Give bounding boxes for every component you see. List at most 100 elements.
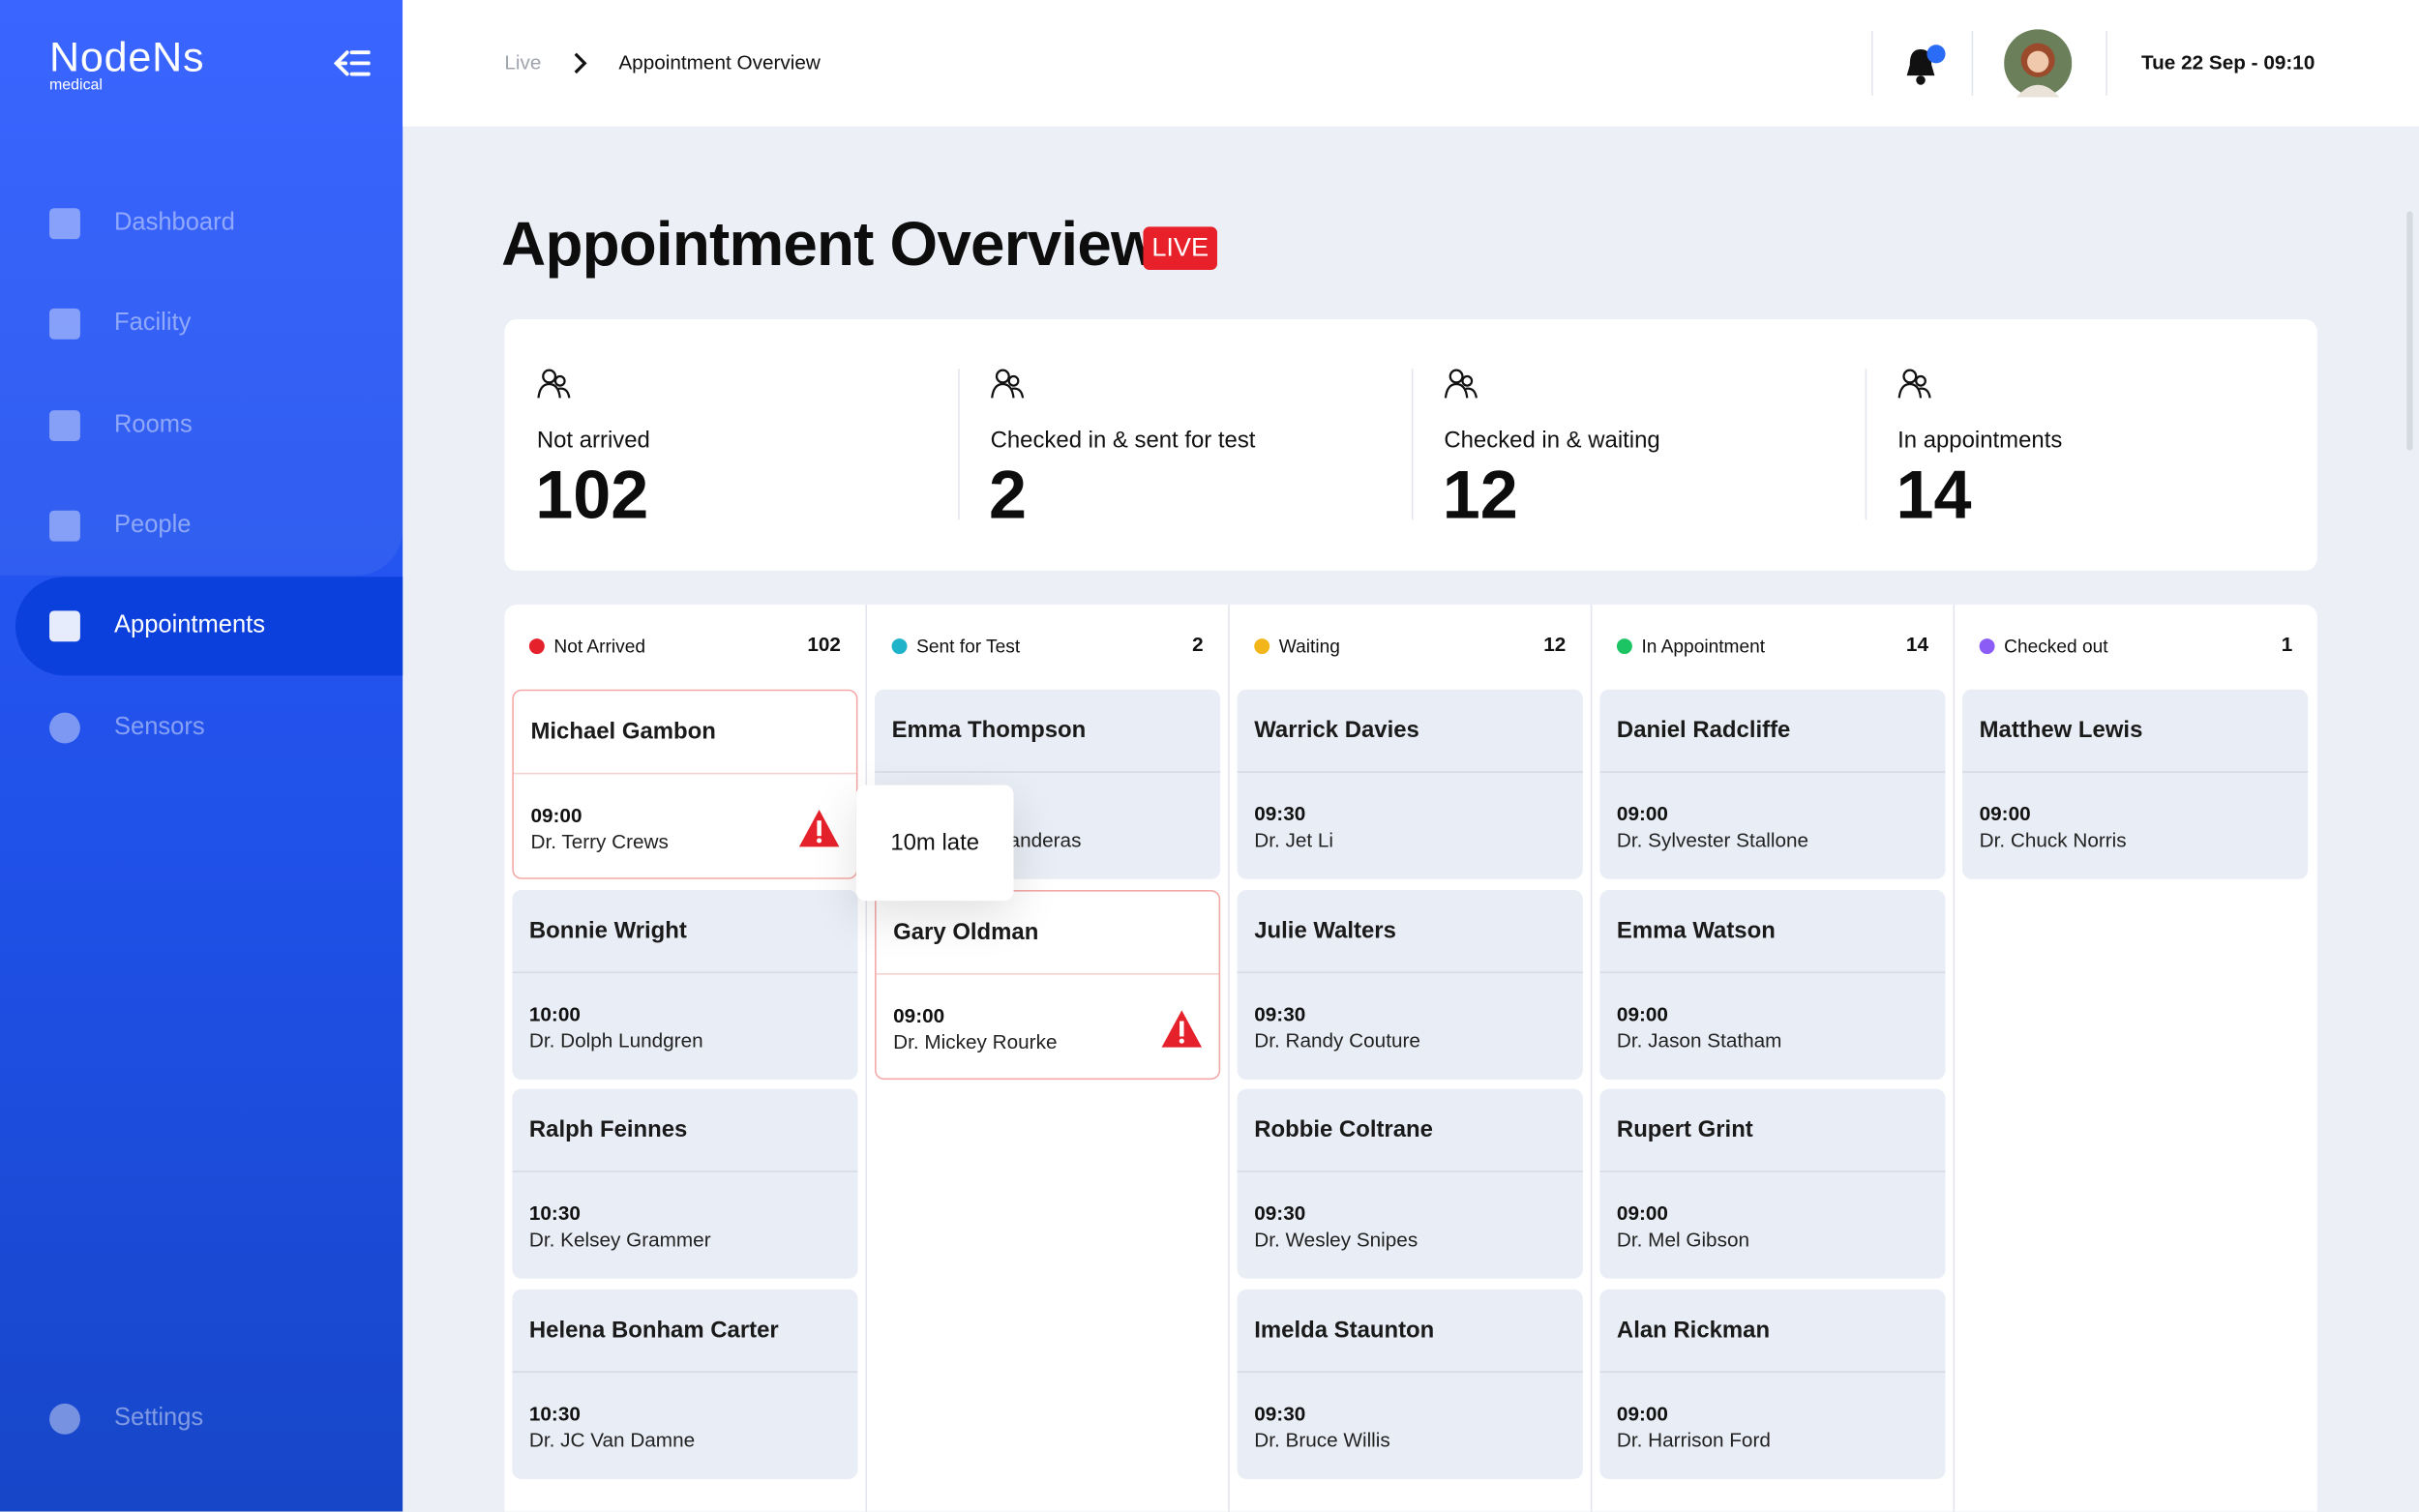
column-name: Sent for Test xyxy=(916,635,1021,658)
stat-icon xyxy=(1897,367,1931,408)
appointment-card[interactable]: Rupert Grint 09:00 Dr. Mel Gibson xyxy=(1599,1088,1946,1279)
stat-label: Checked in & sent for test xyxy=(990,427,1256,454)
patient-name: Alan Rickman xyxy=(1616,1316,1771,1343)
nav-item[interactable]: Rooms xyxy=(15,375,403,474)
divider xyxy=(1411,369,1414,520)
sidebar: NodeNs medical Settings Dashboard Facilit… xyxy=(0,0,403,1512)
doctor-name: Dr. Wesley Snipes xyxy=(1254,1228,1419,1252)
nav-item[interactable]: People xyxy=(15,476,403,575)
doctor-name: Dr. Mel Gibson xyxy=(1616,1228,1750,1252)
card-divider xyxy=(1599,771,1946,773)
status-dot xyxy=(528,638,545,655)
divider xyxy=(2105,30,2107,96)
appointment-card[interactable]: Helena Bonham Carter 10:30 Dr. JC Van Damn… xyxy=(512,1289,858,1479)
appointment-time: 09:00 xyxy=(1616,1001,1668,1025)
column-name: Checked out xyxy=(2004,635,2108,658)
column-name: In Appointment xyxy=(1641,635,1766,658)
divider xyxy=(1971,30,1974,96)
tooltip: 10m late xyxy=(855,785,1014,902)
column-count: 2 xyxy=(1192,632,1204,656)
patient-name: Helena Bonham Carter xyxy=(528,1316,779,1343)
page-title: Appointment Overview xyxy=(501,211,1158,280)
patient-name: Gary Oldman xyxy=(893,918,1039,945)
doctor-name: Dr. Sylvester Stallone xyxy=(1616,828,1809,852)
nav-icon xyxy=(49,711,80,743)
card-divider xyxy=(513,772,856,775)
live-badge: LIVE xyxy=(1143,226,1217,271)
logo: NodeNs xyxy=(49,34,205,80)
stat-label: Not arrived xyxy=(536,427,650,454)
patient-name: Daniel Radcliffe xyxy=(1616,717,1791,744)
patient-name: Michael Gambon xyxy=(530,718,716,746)
stat-value: 12 xyxy=(1442,458,1518,534)
nav-label: People xyxy=(113,512,192,539)
column-count: 14 xyxy=(1905,632,1928,656)
card-divider xyxy=(1237,970,1583,973)
appointment-card[interactable]: Daniel Radcliffe 09:00 Dr. Sylvester Stall… xyxy=(1599,689,1946,879)
column: In Appointment 14 Daniel Radcliffe 09:00 Dr.… xyxy=(1592,605,1956,1512)
avatar[interactable] xyxy=(2004,29,2073,98)
appointment-time: 09:30 xyxy=(1254,1401,1306,1425)
collapse-button[interactable] xyxy=(333,47,371,78)
stat-value: 14 xyxy=(1896,458,1972,534)
appointment-card[interactable]: Gary Oldman 09:00 Dr. Mickey Rourke xyxy=(875,889,1221,1080)
doctor-name: Dr. JC Van Damne xyxy=(528,1427,696,1451)
appointment-card[interactable]: Robbie Coltrane 09:30 Dr. Wesley Snipes xyxy=(1237,1088,1583,1279)
patient-name: Warrick Davies xyxy=(1254,717,1419,744)
stats-card: Not arrived 102 Checked in & sent for test… xyxy=(504,319,2319,571)
stat-label: In appointments xyxy=(1897,427,2063,454)
status-dot xyxy=(1254,638,1270,655)
appointment-card[interactable]: Julie Walters 09:30 Dr. Randy Couture xyxy=(1237,889,1583,1080)
appointment-time: 09:00 xyxy=(530,803,582,827)
card-divider xyxy=(512,970,858,973)
column-header: Sent for Test xyxy=(891,635,1021,658)
appointment-card[interactable]: Bonnie Wright 10:00 Dr. Dolph Lundgren xyxy=(512,889,858,1080)
card-divider xyxy=(1237,1370,1583,1373)
icon xyxy=(1897,369,1931,399)
patient-name: Matthew Lewis xyxy=(1979,717,2143,744)
breadcrumb-link[interactable]: Live xyxy=(504,50,542,74)
card-divider xyxy=(512,1171,858,1172)
appointment-time: 09:00 xyxy=(893,1003,945,1027)
nav-item[interactable]: Dashboard xyxy=(15,174,403,273)
appointment-card[interactable]: Ralph Feinnes 10:30 Dr. Kelsey Grammer xyxy=(512,1088,858,1279)
nav-icon xyxy=(49,208,80,240)
card-divider xyxy=(512,1370,858,1373)
appointment-card[interactable]: Imelda Staunton 09:30 Dr. Bruce Willis xyxy=(1237,1289,1583,1479)
doctor-name: Dr. Mickey Rourke xyxy=(893,1029,1058,1053)
sidebar-panel xyxy=(0,0,403,576)
nav-label: Dashboard xyxy=(113,209,235,236)
nav-item[interactable]: Facility xyxy=(15,275,403,373)
card-divider xyxy=(876,972,1219,974)
nav-item[interactable]: Sensors xyxy=(15,678,403,777)
board: Not Arrived 102 Michael Gambon 09:00 Dr. Ter… xyxy=(504,605,2317,1512)
column-name: Not Arrived xyxy=(553,635,646,658)
appointment-time: 09:00 xyxy=(1616,1201,1668,1225)
patient-name: Emma Watson xyxy=(1616,916,1776,943)
doctor-name: Dr. Terry Crews xyxy=(530,829,669,853)
appointment-card[interactable]: Alan Rickman 09:00 Dr. Harrison Ford xyxy=(1599,1289,1946,1479)
nav-icon xyxy=(49,1403,80,1435)
nav-item[interactable]: Appointments xyxy=(15,577,403,676)
appointment-card[interactable]: Michael Gambon 09:00 Dr. Terry Crews xyxy=(512,689,858,879)
divider xyxy=(1871,30,1873,96)
card-divider xyxy=(1962,771,2309,773)
card-divider xyxy=(1599,1370,1946,1373)
patient-name: Imelda Staunton xyxy=(1254,1316,1435,1343)
appointment-card[interactable]: Emma Watson 09:00 Dr. Jason Statham xyxy=(1599,889,1946,1080)
column: Not Arrived 102 Michael Gambon 09:00 Dr. Ter… xyxy=(504,605,868,1512)
stat-label: Checked in & waiting xyxy=(1444,427,1660,454)
scrollbar[interactable] xyxy=(2406,211,2413,451)
appointment-time: 09:00 xyxy=(1979,802,2031,826)
appointment-card[interactable]: Matthew Lewis 09:00 Dr. Chuck Norris xyxy=(1962,689,2309,879)
appointment-card[interactable]: Warrick Davies 09:30 Dr. Jet Li xyxy=(1237,689,1583,879)
nav-item[interactable]: Settings xyxy=(15,1370,403,1468)
appointment-time: 10:00 xyxy=(528,1001,581,1025)
breadcrumb-current: Appointment Overview xyxy=(618,50,821,74)
icon xyxy=(537,369,571,399)
notification-bell[interactable] xyxy=(1902,44,1949,90)
stat: In appointments 14 xyxy=(1865,319,2319,571)
card-divider xyxy=(1599,970,1946,973)
